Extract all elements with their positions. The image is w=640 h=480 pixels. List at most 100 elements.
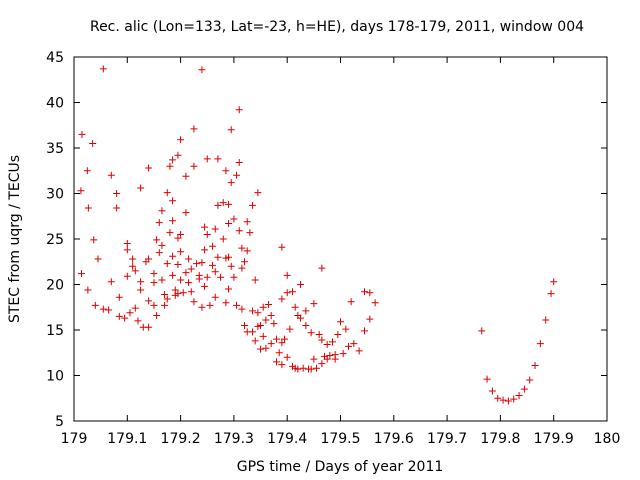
data-point — [211, 268, 219, 276]
data-point — [107, 171, 115, 179]
x-tick-label: 179.4 — [267, 431, 307, 447]
data-point — [129, 255, 137, 263]
data-point — [227, 126, 235, 134]
data-point — [77, 187, 85, 195]
data-point — [131, 304, 139, 312]
data-point — [219, 199, 227, 207]
data-point — [129, 262, 137, 270]
data-point — [249, 307, 257, 315]
data-point — [169, 271, 177, 279]
data-point — [550, 278, 558, 286]
data-point — [273, 335, 281, 343]
data-point — [230, 273, 238, 281]
data-point — [347, 298, 355, 306]
data-point — [166, 229, 174, 237]
data-point — [225, 200, 233, 208]
data-point — [185, 255, 193, 263]
data-point — [155, 249, 163, 257]
data-point — [198, 259, 206, 267]
data-point — [166, 162, 174, 170]
y-axis: 5 10 15 20 25 30 35 40 45 — [46, 50, 607, 430]
data-point — [278, 339, 286, 347]
data-point — [169, 217, 177, 225]
data-point — [233, 301, 241, 309]
y-tick-label: 45 — [46, 50, 64, 66]
data-point — [510, 395, 518, 403]
chart-title: Rec. alic (Lon=133, Lat=-23, h=HE), days… — [90, 19, 584, 35]
data-point — [281, 335, 289, 343]
data-point — [488, 387, 496, 395]
data-point — [254, 309, 262, 317]
data-point — [203, 230, 211, 238]
data-point — [206, 301, 214, 309]
data-point — [238, 264, 246, 272]
data-point — [249, 201, 257, 209]
data-point — [91, 301, 99, 309]
plot-frame — [73, 56, 608, 422]
data-point — [214, 253, 222, 261]
x-tick-label: 179.5 — [320, 431, 360, 447]
data-point — [211, 225, 219, 233]
data-point — [115, 293, 123, 301]
data-point — [209, 261, 217, 269]
y-tick-label: 30 — [46, 187, 64, 203]
y-tick-label: 10 — [46, 369, 64, 385]
data-point — [342, 325, 350, 333]
data-point — [99, 305, 107, 313]
data-point — [126, 309, 134, 317]
data-point — [115, 312, 123, 320]
data-point — [238, 305, 246, 313]
data-point — [344, 342, 352, 350]
data-point — [307, 365, 315, 373]
data-point — [84, 204, 92, 212]
data-point — [291, 303, 299, 311]
data-point — [131, 267, 139, 275]
data-point — [169, 156, 177, 164]
data-point — [201, 246, 209, 254]
x-tick-label: 179.1 — [107, 431, 147, 447]
data-point — [283, 353, 291, 361]
data-point — [286, 325, 294, 333]
data-point — [289, 288, 297, 296]
data-point — [137, 278, 145, 286]
data-point — [483, 375, 491, 383]
data-point — [158, 207, 166, 215]
data-point — [161, 291, 169, 299]
data-point — [113, 204, 121, 212]
data-point — [350, 340, 358, 348]
data-point — [182, 269, 190, 277]
data-point — [267, 340, 275, 348]
data-point — [504, 397, 512, 405]
data-point — [83, 167, 91, 175]
data-point — [190, 125, 198, 133]
data-point — [177, 276, 185, 284]
data-point — [174, 151, 182, 159]
data-point — [225, 285, 233, 293]
data-point — [227, 179, 235, 187]
data-point — [283, 289, 291, 297]
data-point — [331, 355, 339, 363]
data-point — [323, 355, 331, 363]
data-point — [107, 278, 115, 286]
data-point — [201, 282, 209, 290]
data-point — [94, 255, 102, 263]
data-point — [77, 270, 85, 278]
data-point — [163, 295, 171, 303]
data-point — [273, 358, 281, 366]
data-point — [542, 316, 550, 324]
data-point — [355, 347, 363, 355]
data-point — [270, 320, 278, 328]
data-point — [150, 270, 158, 278]
data-point — [177, 230, 185, 238]
data-point — [302, 307, 310, 315]
y-tick-label: 20 — [46, 278, 64, 294]
data-point — [494, 394, 502, 402]
data-point — [187, 288, 195, 296]
data-point — [294, 365, 302, 373]
x-tick-label: 179.7 — [427, 431, 467, 447]
x-tick-label: 179.2 — [161, 431, 201, 447]
x-tick-label: 179.6 — [374, 431, 414, 447]
data-point — [241, 321, 249, 329]
data-point — [238, 244, 246, 252]
data-point — [90, 236, 98, 244]
